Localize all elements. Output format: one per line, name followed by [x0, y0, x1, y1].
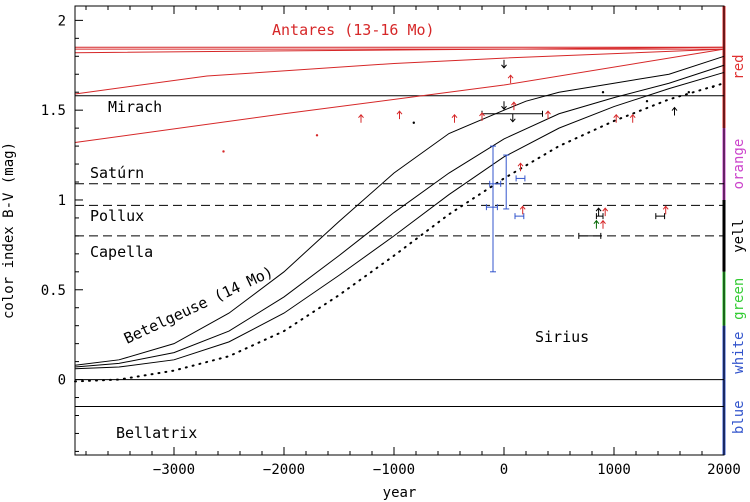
- arrow-head: [501, 105, 507, 110]
- arrow-head: [671, 106, 678, 111]
- upper-limit-arrow: [593, 219, 600, 229]
- series-line-1: [74, 46, 725, 54]
- color-band-label: green: [731, 278, 747, 320]
- arrow-head: [595, 207, 602, 212]
- arrow-head: [600, 219, 606, 225]
- data-point: [687, 91, 690, 94]
- arrow-head: [396, 110, 403, 115]
- series-line-2: [74, 48, 725, 95]
- error-bar: [595, 213, 604, 220]
- upper-limit-arrow: [671, 106, 678, 116]
- arrow-head: [545, 110, 551, 115]
- color-bands: red orange yell green white blue: [722, 6, 747, 455]
- upper-limit-arrow: [629, 113, 636, 123]
- color-band-label: red: [731, 54, 747, 79]
- reference-label: Sirius: [535, 328, 589, 346]
- error-bar: [490, 145, 496, 273]
- track-label: Betelgeuse (14 Mo): [121, 263, 276, 348]
- arrow-head: [509, 118, 516, 123]
- arrow-head: [479, 112, 485, 117]
- lower-limit-arrow: [509, 113, 516, 123]
- lower-limit-arrow: [501, 59, 507, 69]
- upper-limit-arrow: [451, 113, 458, 123]
- y-axis-label: color index B-V (mag): [1, 142, 17, 319]
- data-point: [222, 150, 225, 153]
- y-tick-label: 1: [58, 193, 66, 209]
- reference-label: Capella: [90, 243, 153, 261]
- observations: [222, 59, 715, 273]
- arrow-head: [358, 113, 364, 119]
- series-line-6: [74, 71, 725, 370]
- error-bar: [655, 213, 666, 220]
- arrow-head: [613, 113, 620, 119]
- upper-limit-arrow: [662, 205, 669, 215]
- y-tick-label: 2: [58, 13, 66, 29]
- x-tick-label: 2000: [707, 462, 741, 478]
- x-tick-label: 0: [500, 462, 508, 478]
- reference-label: Mirach: [108, 98, 162, 116]
- upper-limit-arrow: [595, 207, 602, 217]
- data-point: [711, 85, 715, 89]
- error-bar: [489, 180, 502, 187]
- y-tick-label: 1.5: [41, 103, 66, 119]
- x-tick-label: −1000: [373, 462, 415, 478]
- x-tick-label: −2000: [263, 462, 305, 478]
- series-line-3: [74, 48, 725, 143]
- arrow-head: [602, 207, 609, 212]
- y-tick-label: 0: [58, 373, 66, 389]
- color-band-label: orange: [731, 139, 747, 190]
- arrow-head: [451, 113, 458, 119]
- upper-limit-arrow: [517, 162, 524, 172]
- upper-limit-arrow: [545, 110, 551, 120]
- upper-limit-arrow: [507, 74, 514, 84]
- arrow-head: [519, 205, 526, 210]
- x-tick-label: 1000: [597, 462, 631, 478]
- upper-limit-arrow: [396, 110, 403, 120]
- upper-limit-arrow: [358, 113, 364, 123]
- upper-limit-arrow: [511, 101, 517, 111]
- data-point: [412, 121, 415, 124]
- error-bar: [514, 213, 525, 220]
- series-line-7: [74, 82, 725, 383]
- upper-limit-arrow: [600, 219, 606, 229]
- data-point: [601, 91, 605, 94]
- arrow-head: [511, 101, 517, 106]
- color-band-label: yell: [731, 219, 747, 253]
- arrow-head: [593, 219, 600, 225]
- upper-limit-arrow: [602, 207, 609, 217]
- error-bar: [515, 175, 526, 182]
- upper-limit-arrow: [479, 112, 485, 121]
- reference-label: Bellatrix: [116, 424, 197, 442]
- reference-label: Antares (13-16 Mo): [272, 21, 435, 39]
- lower-limit-arrow: [501, 101, 507, 110]
- color-band-label: blue: [731, 400, 747, 434]
- evolution-tracks: [74, 46, 725, 383]
- axis-ticks: −3000 −2000 −1000 0 1000 2000 0 0.5 1 1.5 2: [41, 6, 741, 478]
- arrow-head: [517, 162, 524, 167]
- series-line-4: [74, 55, 725, 366]
- data-point: [645, 99, 649, 103]
- arrow-head: [662, 205, 669, 210]
- error-bar: [503, 154, 510, 210]
- error-bar: [485, 204, 498, 211]
- arrow-head: [629, 113, 636, 119]
- color-band-label: white: [731, 332, 747, 374]
- series-line-5: [74, 64, 725, 368]
- arrow-head: [501, 64, 507, 69]
- upper-limit-arrow: [519, 205, 526, 215]
- data-point: [315, 134, 319, 137]
- error-bar: [578, 232, 602, 239]
- upper-limit-arrow: [613, 113, 620, 123]
- y-tick-label: 0.5: [41, 283, 66, 299]
- reference-lines: [75, 48, 724, 408]
- reference-label: Pollux: [90, 207, 144, 225]
- reference-label: Satúrn: [90, 164, 144, 182]
- x-tick-label: −3000: [153, 462, 195, 478]
- plot-frame: [74, 5, 725, 456]
- arrow-head: [507, 74, 514, 79]
- reference-labels: Antares (13-16 Mo) Mirach Satúrn Pollux Cape…: [90, 21, 589, 442]
- x-axis-label: year: [383, 485, 417, 501]
